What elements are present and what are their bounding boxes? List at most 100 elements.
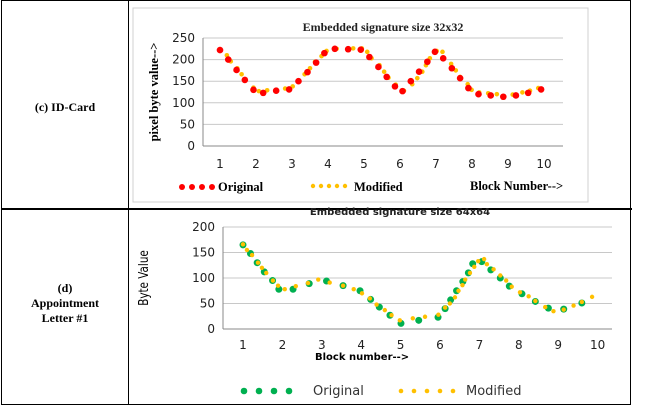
y-tick-label: 0 bbox=[187, 139, 195, 153]
x-tick-label: 7 bbox=[476, 338, 484, 352]
data-point-modified bbox=[498, 273, 503, 278]
data-point-modified bbox=[551, 308, 556, 314]
x-tick-label: 4 bbox=[324, 157, 332, 171]
data-point-original bbox=[465, 84, 472, 92]
data-point-original bbox=[331, 45, 339, 53]
data-point-modified bbox=[463, 277, 468, 282]
data-point-modified bbox=[484, 262, 490, 267]
data-point-modified bbox=[255, 260, 261, 265]
chart-64x64: Embedded signature size 64x64 Byte Value… bbox=[136, 207, 612, 399]
data-point-modified bbox=[389, 313, 394, 318]
y-tick-label: 200 bbox=[192, 220, 215, 234]
legend-label-modified: Modified bbox=[354, 180, 403, 194]
data-point-modified bbox=[367, 296, 373, 301]
legend-marker-original bbox=[285, 387, 293, 395]
y-axis-label: Byte Value bbox=[136, 250, 151, 306]
legend-marker-original bbox=[255, 387, 263, 395]
x-tick-label: 9 bbox=[554, 338, 562, 352]
data-point-modified bbox=[264, 270, 269, 276]
row-label-line: (d) bbox=[57, 281, 73, 295]
legend-marker-modified bbox=[450, 388, 456, 394]
data-point-original bbox=[399, 87, 406, 95]
data-point-modified bbox=[442, 305, 448, 310]
data-point-original bbox=[216, 46, 224, 54]
x-tick-label: 1 bbox=[216, 157, 224, 171]
x-tick-label: 10 bbox=[590, 338, 605, 352]
legend-marker-modified bbox=[411, 388, 417, 394]
data-point-original bbox=[233, 66, 240, 74]
legend-marker-modified bbox=[342, 183, 348, 189]
row-label-line: Appointment bbox=[30, 296, 99, 310]
data-point-original bbox=[250, 86, 257, 94]
data-point-modified bbox=[259, 265, 265, 270]
legend: Original Modified bbox=[240, 384, 521, 399]
x-tick-label: 5 bbox=[360, 157, 368, 171]
y-tick-label: 150 bbox=[192, 246, 215, 260]
data-point-modified bbox=[589, 294, 595, 300]
data-point-modified bbox=[456, 288, 461, 293]
x-axis-label: Block number--> bbox=[315, 352, 409, 363]
x-tick-label: 6 bbox=[396, 157, 404, 171]
row-label-id-card: (c) ID-Card bbox=[34, 100, 96, 114]
data-point-modified bbox=[422, 314, 428, 319]
data-point-original bbox=[475, 90, 482, 98]
data-point-modified bbox=[561, 307, 566, 312]
y-tick-label: 150 bbox=[172, 74, 195, 88]
data-point-original bbox=[241, 76, 249, 84]
legend-marker-modified bbox=[424, 388, 430, 394]
legend-marker-original bbox=[199, 184, 205, 190]
data-point-modified bbox=[472, 264, 477, 269]
y-tick-label: 250 bbox=[172, 31, 195, 45]
legend-marker-original bbox=[240, 387, 248, 395]
data-point-modified bbox=[374, 302, 379, 307]
x-tick-label: 7 bbox=[432, 157, 440, 171]
x-tick-label: 2 bbox=[252, 157, 260, 171]
legend-marker-original bbox=[270, 387, 278, 395]
data-point-modified bbox=[381, 69, 387, 74]
data-point-modified bbox=[364, 49, 370, 55]
data-point-modified bbox=[467, 270, 473, 276]
data-point-modified bbox=[249, 252, 255, 258]
data-point-modified bbox=[350, 46, 356, 51]
data-point-modified bbox=[270, 278, 276, 283]
x-tick-label: 10 bbox=[536, 157, 551, 171]
column-divider bbox=[128, 0, 129, 405]
data-point-original bbox=[456, 74, 464, 82]
data-point-original bbox=[448, 64, 456, 72]
legend-marker-modified bbox=[437, 388, 443, 394]
legend-marker-modified bbox=[398, 388, 404, 394]
data-point-original bbox=[312, 59, 320, 66]
data-point-modified bbox=[239, 71, 244, 77]
data-point-modified bbox=[410, 316, 416, 321]
legend-marker-original bbox=[179, 184, 185, 190]
legend-marker-modified bbox=[326, 183, 332, 189]
legend-marker-modified bbox=[310, 183, 316, 189]
data-point-original bbox=[537, 86, 545, 93]
x-tick-label: 3 bbox=[318, 338, 326, 352]
data-point-original bbox=[424, 58, 431, 66]
data-point-original bbox=[285, 86, 293, 93]
data-point-modified bbox=[571, 303, 576, 308]
data-point-modified bbox=[282, 287, 287, 292]
data-point-original bbox=[295, 77, 302, 85]
data-point-original bbox=[321, 49, 328, 57]
data-point-modified bbox=[240, 242, 246, 247]
row-label-line: Letter #1 bbox=[41, 311, 89, 325]
data-point-original bbox=[391, 83, 399, 90]
y-tick-label: 50 bbox=[200, 297, 215, 311]
data-point-original bbox=[407, 77, 415, 85]
row-label-appointment-letter: (d) Appointment Letter #1 bbox=[2, 281, 128, 326]
data-point-modified bbox=[491, 267, 496, 272]
legend-label-original: Original bbox=[218, 180, 264, 194]
x-tick-label: 4 bbox=[357, 338, 365, 352]
x-tick-label: 8 bbox=[515, 338, 523, 352]
data-point-modified bbox=[244, 247, 250, 253]
data-point-modified bbox=[305, 280, 311, 286]
x-tick-label: 1 bbox=[239, 338, 247, 352]
data-point-modified bbox=[440, 49, 445, 55]
y-tick-label: 100 bbox=[172, 96, 195, 110]
chart-32x32: Embedded signature size 32x32 pixel byte… bbox=[132, 7, 589, 203]
row-divider bbox=[1, 208, 632, 210]
data-point-original bbox=[304, 68, 311, 76]
